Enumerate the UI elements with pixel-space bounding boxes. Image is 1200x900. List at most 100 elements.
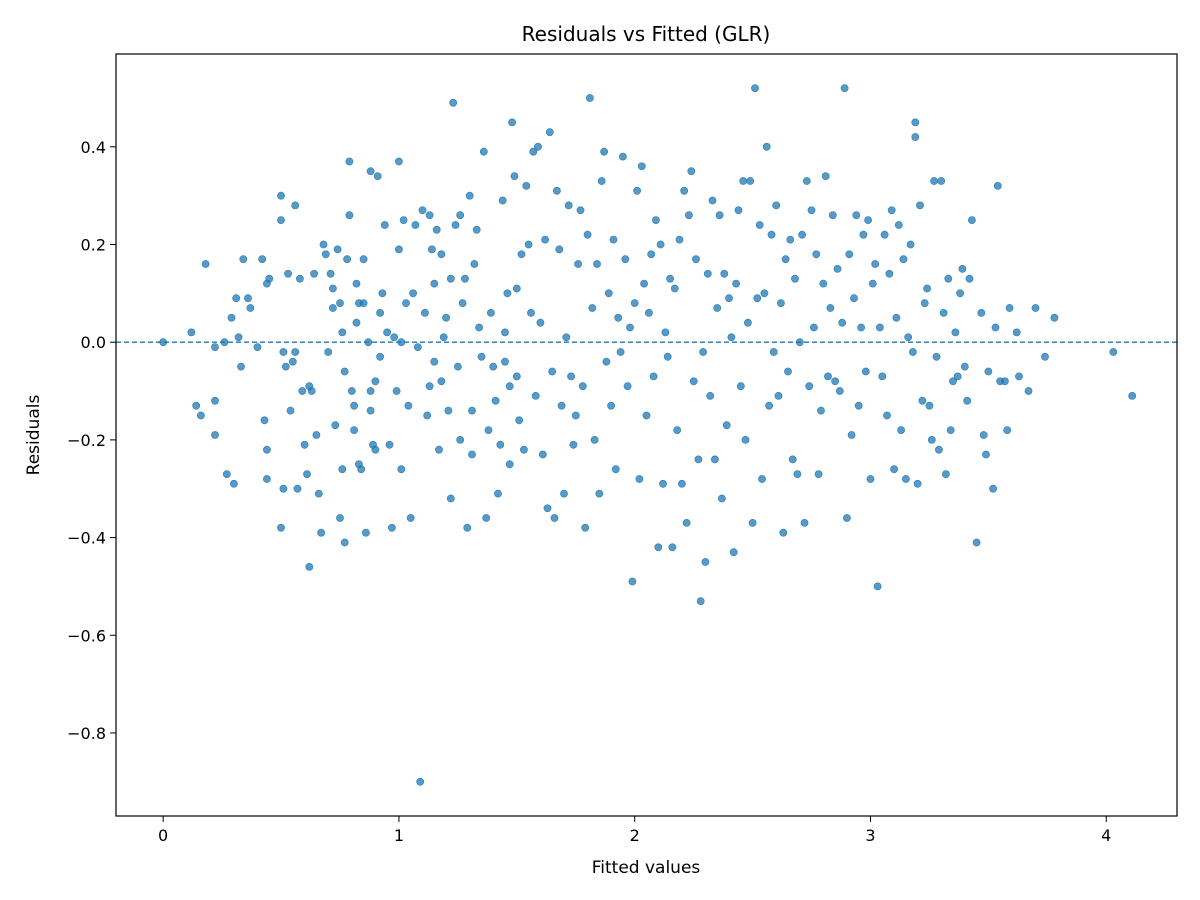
scatter-points-layer [159, 84, 1137, 786]
scatter-point [338, 328, 347, 337]
scatter-point [1031, 304, 1040, 312]
scatter-point [769, 348, 778, 356]
scatter-point [512, 284, 521, 293]
scatter-point [663, 352, 672, 361]
scatter-point [619, 152, 627, 161]
scatter-point [781, 255, 790, 264]
scatter-point [312, 431, 321, 439]
scatter-point [392, 387, 401, 395]
scatter-point [371, 377, 380, 386]
scatter-point [857, 323, 865, 332]
scatter-point [402, 299, 410, 307]
scatter-point [494, 489, 502, 498]
scatter-point [953, 372, 962, 381]
scatter-point [336, 514, 344, 522]
scatter-point [866, 475, 875, 483]
scatter-point [982, 450, 990, 459]
scatter-point [1005, 304, 1014, 312]
scatter-point [916, 201, 924, 210]
scatter-point [784, 367, 792, 376]
scatter-point [569, 440, 578, 449]
scatter-point [670, 284, 679, 293]
scatter-point [1041, 352, 1049, 361]
scatter-point [470, 260, 479, 268]
scatter-point [722, 421, 731, 430]
scatter-point [550, 514, 559, 522]
scatter-point [593, 260, 601, 268]
plot-frame [115, 53, 1178, 817]
scatter-point [508, 118, 516, 127]
scatter-point [609, 235, 618, 244]
y-axis-label: Residuals [24, 395, 44, 476]
scatter-point [366, 387, 375, 395]
scatter-point [824, 372, 832, 381]
scatter-point [885, 269, 894, 278]
scatter-point [661, 328, 670, 337]
scatter-point [331, 421, 340, 430]
scatter-point [222, 470, 231, 478]
scatter-point [239, 255, 248, 264]
scatter-point [303, 470, 311, 478]
scatter-point [949, 377, 957, 386]
scatter-point [491, 396, 500, 405]
y-tick-label: −0.2 [67, 431, 106, 450]
scatter-point [937, 177, 946, 185]
scatter-point [451, 221, 460, 229]
scatter-point [548, 367, 557, 376]
scatter-point [706, 391, 715, 400]
scatter-point [621, 255, 630, 264]
scatter-point [652, 216, 660, 224]
scatter-point [446, 494, 455, 503]
scatter-point [703, 269, 712, 278]
scatter-point [880, 230, 889, 239]
x-tick-label: 0 [158, 826, 168, 845]
scatter-point [536, 318, 545, 327]
scatter-point [343, 255, 351, 264]
scatter-point [817, 406, 825, 415]
scatter-point [277, 216, 285, 224]
scatter-point [444, 406, 453, 415]
scatter-point [725, 294, 733, 303]
scatter-point [854, 401, 863, 410]
scatter-point [833, 264, 842, 273]
scatter-point [468, 406, 476, 415]
scatter-point [810, 323, 818, 332]
scatter-point [336, 299, 344, 307]
scatter-point [798, 230, 806, 239]
scatter-point [366, 167, 375, 176]
scatter-point [517, 250, 526, 259]
scatter-point [802, 177, 811, 185]
scatter-point [876, 323, 884, 332]
scatter-point [925, 401, 934, 410]
scatter-point [713, 304, 722, 312]
scatter-point [529, 147, 538, 156]
scatter-point [505, 382, 514, 391]
scatter-point [486, 308, 495, 317]
scatter-point [553, 186, 561, 195]
scatter-point [1003, 426, 1012, 434]
scatter-point [571, 411, 580, 420]
scatter-point [739, 177, 748, 185]
x-tick-label: 4 [1101, 826, 1111, 845]
scatter-point [211, 396, 219, 405]
scatter-point [437, 250, 446, 259]
scatter-point [899, 255, 908, 264]
scatter-point [453, 362, 462, 371]
scatter-point [611, 465, 620, 474]
scatter-point [538, 450, 547, 459]
scatter-point [357, 465, 366, 474]
scatter-point [262, 475, 271, 483]
scatter-point [489, 362, 498, 371]
scatter-point [991, 323, 1000, 332]
scatter-point [642, 411, 651, 420]
scatter-point [512, 372, 521, 381]
scatter-point [192, 401, 201, 410]
scatter-point [211, 431, 219, 439]
scatter-point [847, 431, 856, 439]
scatter-point [645, 308, 653, 317]
scatter-point [432, 225, 441, 234]
scatter-point [562, 333, 571, 342]
scatter-point [420, 308, 429, 317]
scatter-point [411, 221, 420, 229]
scatter-point [765, 401, 773, 410]
